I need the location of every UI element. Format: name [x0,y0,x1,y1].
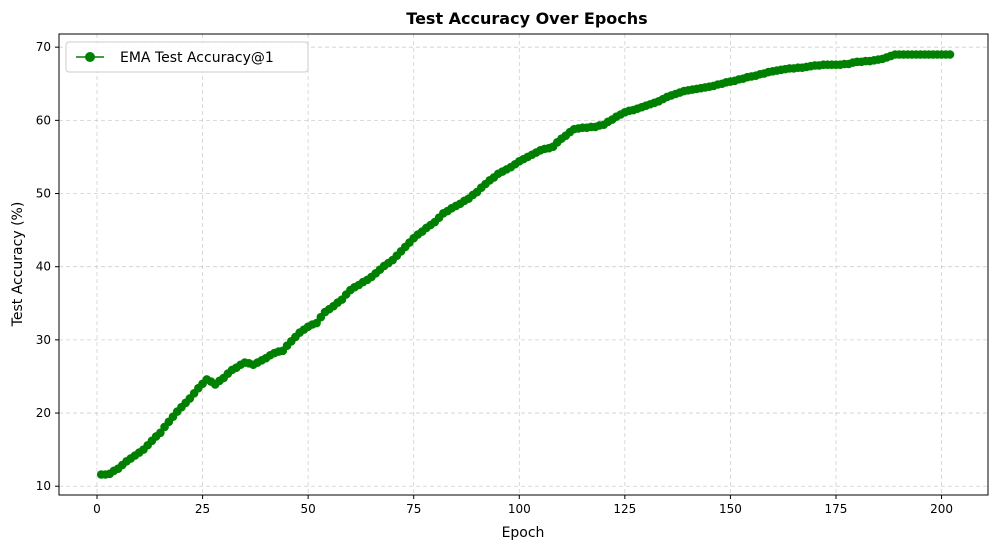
x-tick-label: 150 [719,502,742,516]
x-tick-label: 200 [930,502,953,516]
chart-title: Test Accuracy Over Epochs [406,9,647,28]
grid-lines [59,34,988,495]
x-axis: 0 25 50 75 100 125 150 175 200 [93,495,953,516]
y-tick-label: 40 [36,260,51,274]
y-tick-label: 70 [36,40,51,54]
x-tick-label: 0 [93,502,101,516]
x-tick-label: 25 [195,502,210,516]
y-tick-label: 30 [36,333,51,347]
x-tick-label: 175 [825,502,848,516]
legend: EMA Test Accuracy@1 [65,41,309,73]
y-axis-label: Test Accuracy (%) [10,202,26,328]
x-tick-label: 50 [301,502,316,516]
y-tick-label: 10 [36,479,51,493]
y-tick-label: 60 [36,113,51,127]
legend-label: EMA Test Accuracy@1 [120,50,274,66]
plot-frame [58,33,989,496]
x-tick-label: 75 [406,502,421,516]
series-ema-test-accuracy [96,50,955,479]
x-tick-label: 100 [508,502,531,516]
x-tick-label: 125 [613,502,636,516]
x-axis-label: Epoch [502,525,545,541]
y-axis: 10 20 30 40 50 60 70 [36,40,59,493]
series-line [101,53,950,476]
data-point [945,50,955,59]
legend-marker-swatch [85,52,95,62]
y-tick-label: 50 [36,187,51,201]
legend-box [65,41,309,73]
y-tick-label: 20 [36,406,51,420]
